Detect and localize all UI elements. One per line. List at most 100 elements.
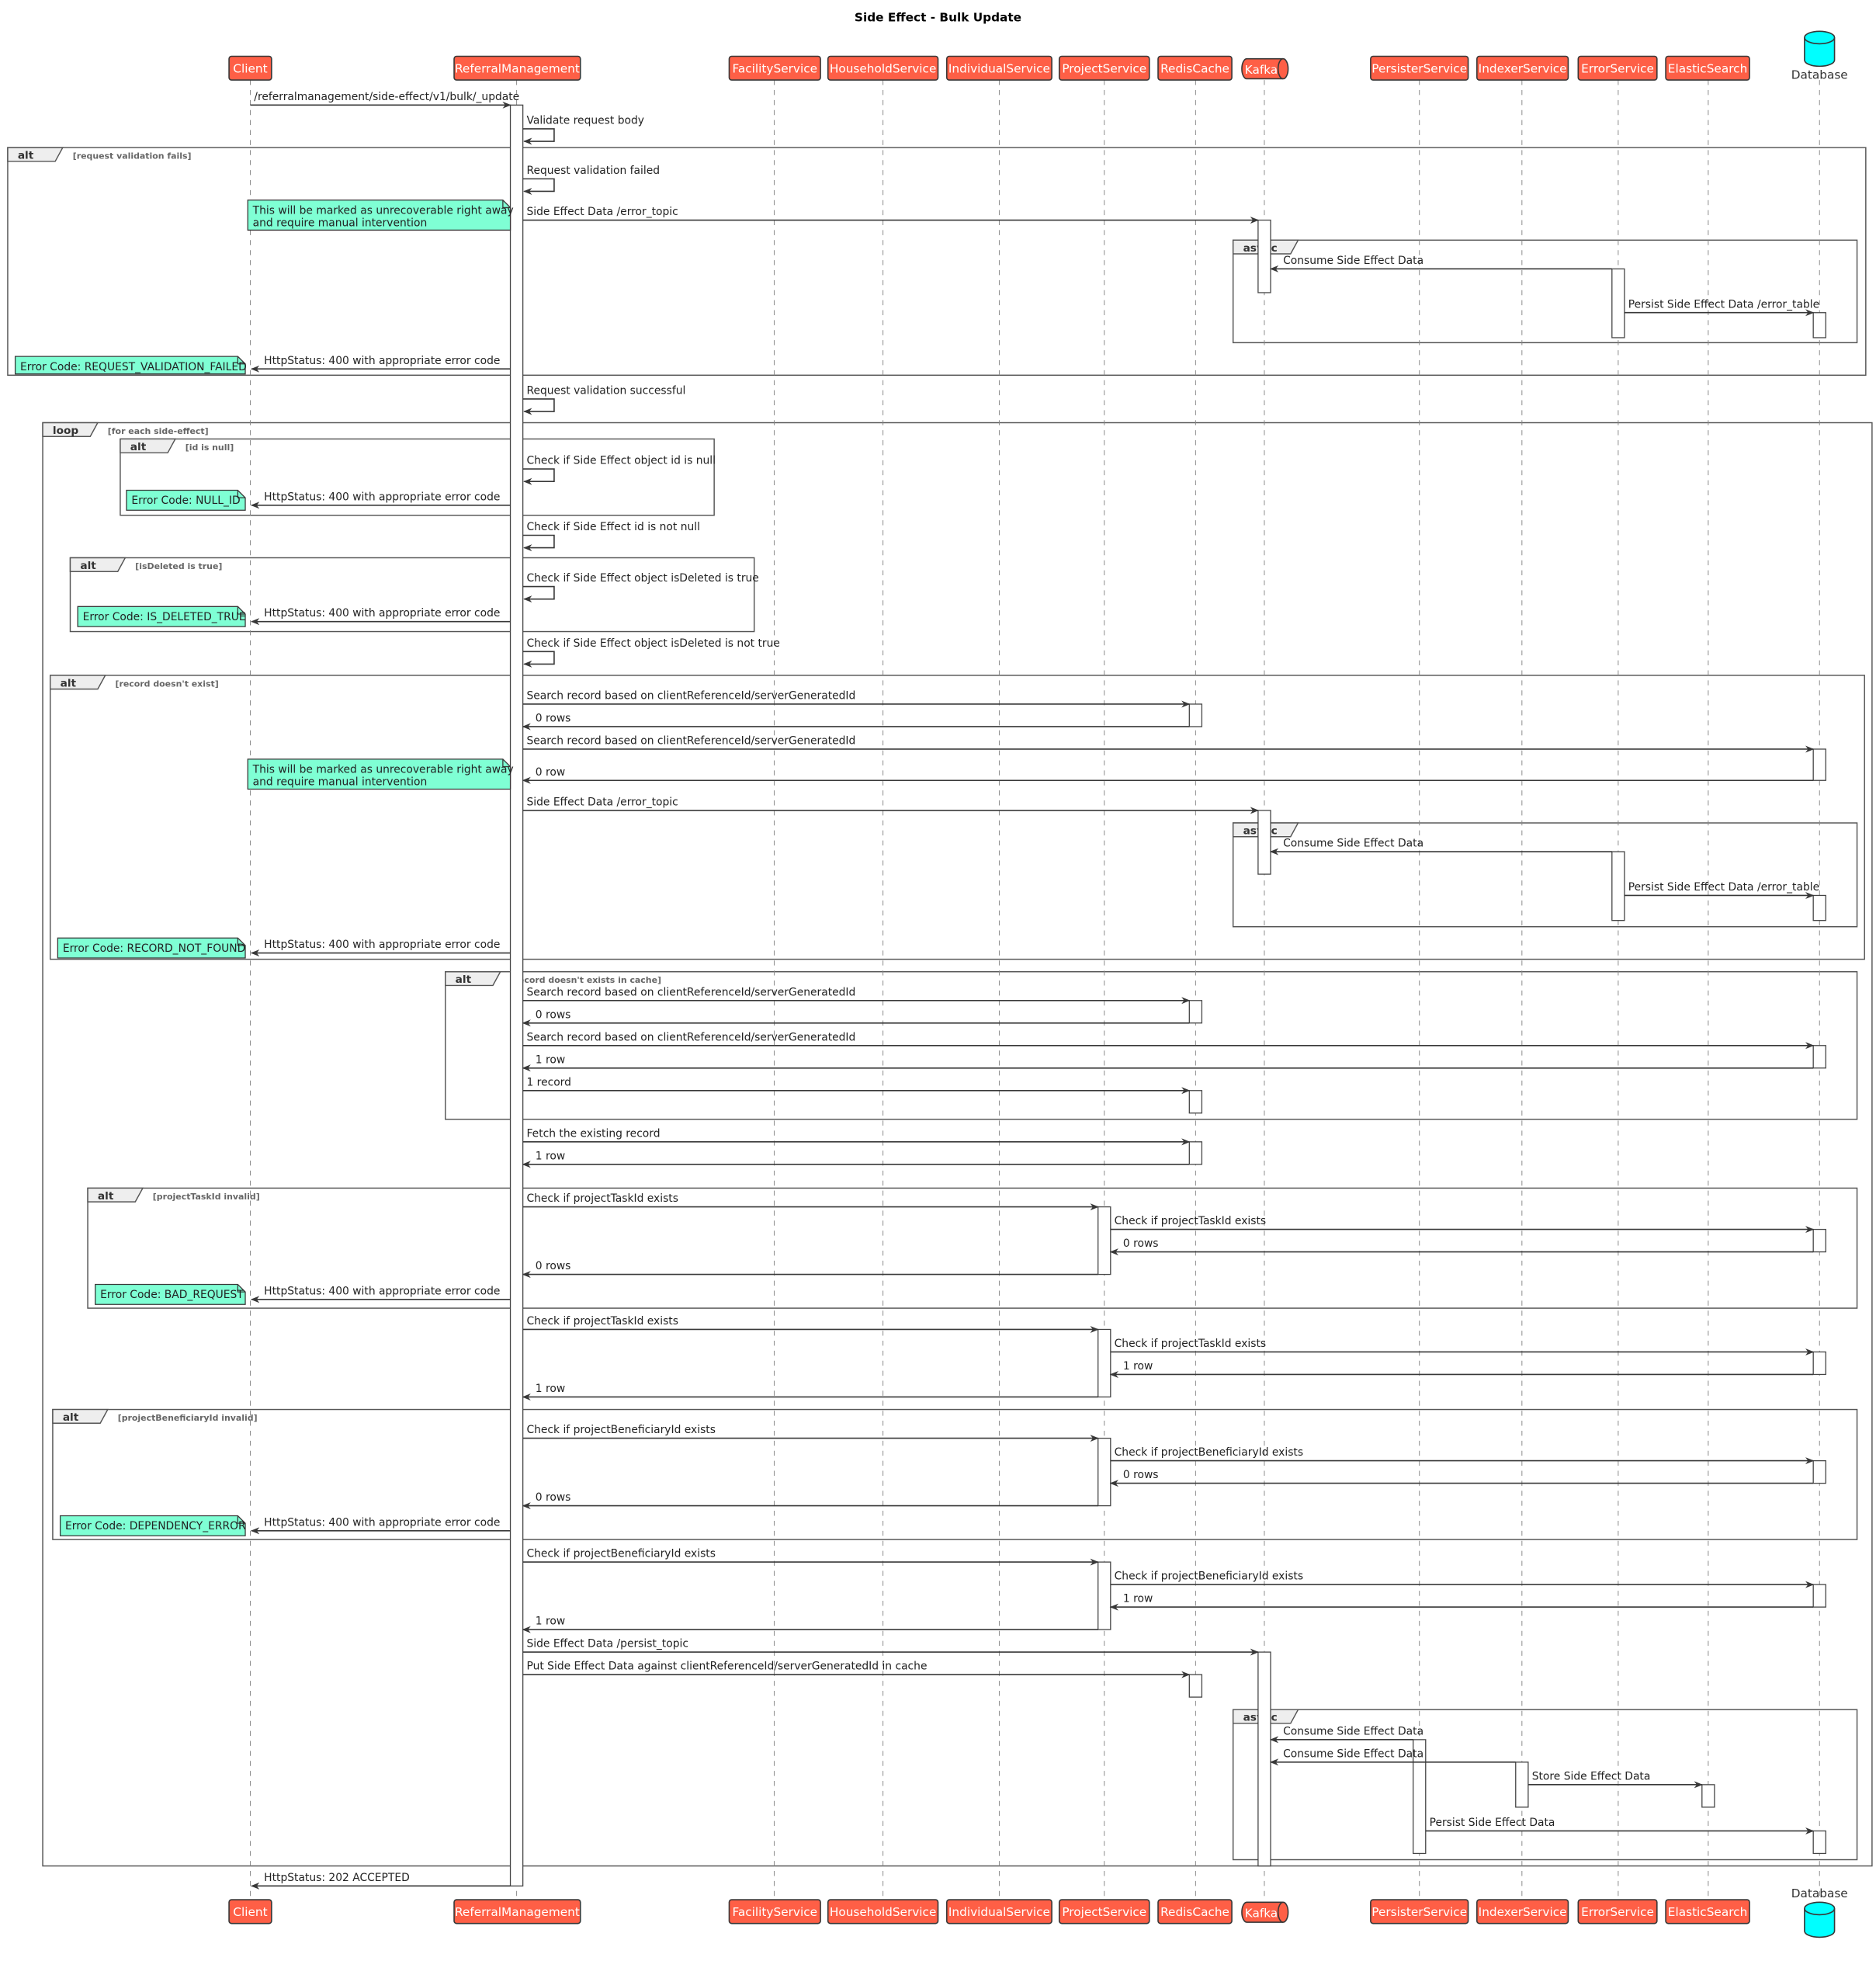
message-rm-to-client: HttpStatus: 400 with appropriate error c… — [250, 355, 511, 373]
participant-label: ReferralManagement — [455, 61, 580, 75]
message-rm-to-rm: Validate request body — [522, 114, 644, 145]
participant-box — [1577, 55, 1658, 81]
note-text: Error Code: REQUEST_VALIDATION_FAILED — [20, 361, 247, 373]
message-project-to-rm: 1 row — [522, 1383, 1098, 1400]
message-rm-to-kafka: Side Effect Data /persist_topic — [522, 1638, 1260, 1656]
note-shape — [57, 937, 246, 959]
participant-box — [1370, 1899, 1469, 1925]
message-label: HttpStatus: 400 with appropriate error c… — [264, 491, 500, 503]
participant-label: ErrorService — [1581, 61, 1654, 75]
self-message-arrow — [522, 398, 555, 415]
participant-redis-foot: RedisCache — [1157, 1899, 1233, 1925]
activation-bar-indexer — [1515, 1761, 1529, 1808]
message-label: 1 row — [536, 1616, 565, 1628]
fragment-frame — [1232, 239, 1858, 344]
message-label: Search record based on clientReferenceId… — [526, 986, 855, 998]
self-message-arrow — [522, 534, 555, 552]
participant-box — [228, 1899, 272, 1925]
database-rim — [1804, 37, 1836, 45]
message-label: Consume Side Effect Data — [1283, 838, 1423, 850]
message-label: 0 rows — [536, 1491, 571, 1504]
message-label: Check if projectTaskId exists — [1115, 1215, 1266, 1227]
message-label: Check if projectTaskId exists — [526, 1192, 678, 1205]
note-text: Error Code: BAD_REQUEST — [100, 1289, 244, 1301]
message-error-to-kafka: Consume Side Effect Data — [1269, 255, 1612, 272]
participant-label: Client — [233, 61, 267, 75]
queue-rim — [1277, 1901, 1284, 1923]
participant-facility-foot: FacilityService — [728, 1899, 821, 1925]
self-message-arrow — [522, 468, 555, 485]
fragment-kind: alt — [18, 150, 34, 162]
participant-box — [453, 55, 581, 81]
participant-rm-foot: ReferralManagement — [453, 1899, 581, 1925]
participant-indexer-head: IndexerService — [1476, 55, 1569, 81]
message-rm-to-redis: Search record based on clientReferenceId… — [522, 986, 1191, 1005]
participant-label: RedisCache — [1160, 1905, 1229, 1919]
note: This will be marked as unrecoverable rig… — [247, 200, 514, 231]
participant-db-head: Database — [1791, 30, 1848, 82]
diagram-title: Side Effect - Bulk Update — [855, 10, 1021, 24]
message-label: HttpStatus: 400 with appropriate error c… — [264, 939, 500, 951]
fragment-guard: [request validation fails] — [73, 151, 192, 161]
message-label: HttpStatus: 202 ACCEPTED — [264, 1872, 410, 1884]
participant-label: PersisterService — [1371, 1905, 1467, 1919]
note: Error Code: REQUEST_VALIDATION_FAILED — [14, 356, 247, 375]
participant-label: ProjectService — [1062, 61, 1146, 75]
activation-bar-db — [1812, 1228, 1826, 1253]
message-rm-to-redis: Fetch the existing record — [522, 1127, 1191, 1146]
message-label: Check if projectBeneficiaryId exists — [1115, 1571, 1303, 1583]
message-label: 0 rows — [536, 1260, 571, 1272]
fragment-alt: alt [request validation fails] — [7, 147, 1867, 377]
participant-facility-head: FacilityService — [728, 55, 821, 81]
participant-label: Database — [1791, 1886, 1848, 1900]
participant-box — [827, 55, 939, 81]
message-indexer-to-kafka: Consume Side Effect Data — [1269, 1748, 1516, 1766]
message-redis-to-rm: 0 rows — [522, 713, 1190, 731]
activation-bar-project — [1098, 1206, 1111, 1276]
message-rm-to-db: Search record based on clientReferenceId… — [522, 735, 1815, 753]
message-label: Check if projectBeneficiaryId exists — [526, 1548, 715, 1560]
database-icon — [1804, 1901, 1836, 1938]
participant-box — [728, 1899, 821, 1925]
queue-rim — [1277, 57, 1284, 80]
message-label: 1 row — [536, 1053, 565, 1066]
participant-label: HouseholdService — [830, 61, 937, 75]
participant-error-foot: ErrorService — [1577, 1899, 1658, 1925]
message-rm-to-project: Check if projectBeneficiaryId exists — [522, 1424, 1099, 1442]
fragment-guard: [isDeleted is true] — [135, 561, 222, 571]
message-label: Persist Side Effect Data /error_table — [1628, 881, 1819, 894]
fragment-frame — [445, 970, 1858, 1120]
message-project-to-db: Check if projectTaskId exists — [1110, 1338, 1815, 1355]
note-corner — [237, 938, 246, 946]
message-label: Request validation successful — [526, 384, 685, 397]
message-label: Check if Side Effect object id is null — [526, 455, 715, 467]
activation-bar-db — [1812, 748, 1826, 781]
note-text: Error Code: IS_DELETED_TRUE — [83, 611, 246, 623]
message-project-to-db: Check if projectBeneficiaryId exists — [1110, 1446, 1815, 1465]
participant-label: FacilityService — [733, 61, 818, 75]
message-project-to-rm: 1 row — [522, 1616, 1098, 1633]
message-label: 0 row — [536, 766, 565, 779]
activation-bar-error — [1611, 268, 1625, 338]
fragment-guard: [projectTaskId invalid] — [153, 1192, 260, 1202]
message-label: Fetch the existing record — [526, 1127, 660, 1140]
fragment-frame — [49, 675, 1865, 960]
fragment-alt: alt [isDeleted is true] — [69, 557, 755, 633]
participant-persister-head: PersisterService — [1370, 55, 1469, 81]
message-rm-to-project: Check if projectTaskId exists — [522, 1192, 1099, 1211]
participant-client-foot: Client — [228, 1899, 272, 1925]
message-label: 1 row — [1123, 1360, 1153, 1373]
participant-box — [1157, 1899, 1233, 1925]
activation-bar-db — [1812, 1045, 1826, 1069]
message-rm-to-rm: Request validation failed — [522, 165, 660, 195]
fragment-tab — [87, 1187, 144, 1203]
note: Error Code: IS_DELETED_TRUE — [77, 606, 246, 627]
message-db-to-rm: 1 row — [522, 1053, 1814, 1072]
message-rm-to-rm: Check if Side Effect id is not null — [522, 521, 700, 552]
fragment-frame — [42, 422, 1873, 1867]
activation-bar-redis — [1188, 1141, 1203, 1165]
message-label: Request validation failed — [526, 165, 660, 177]
message-label: Validate request body — [526, 114, 643, 127]
participant-box — [945, 55, 1052, 81]
